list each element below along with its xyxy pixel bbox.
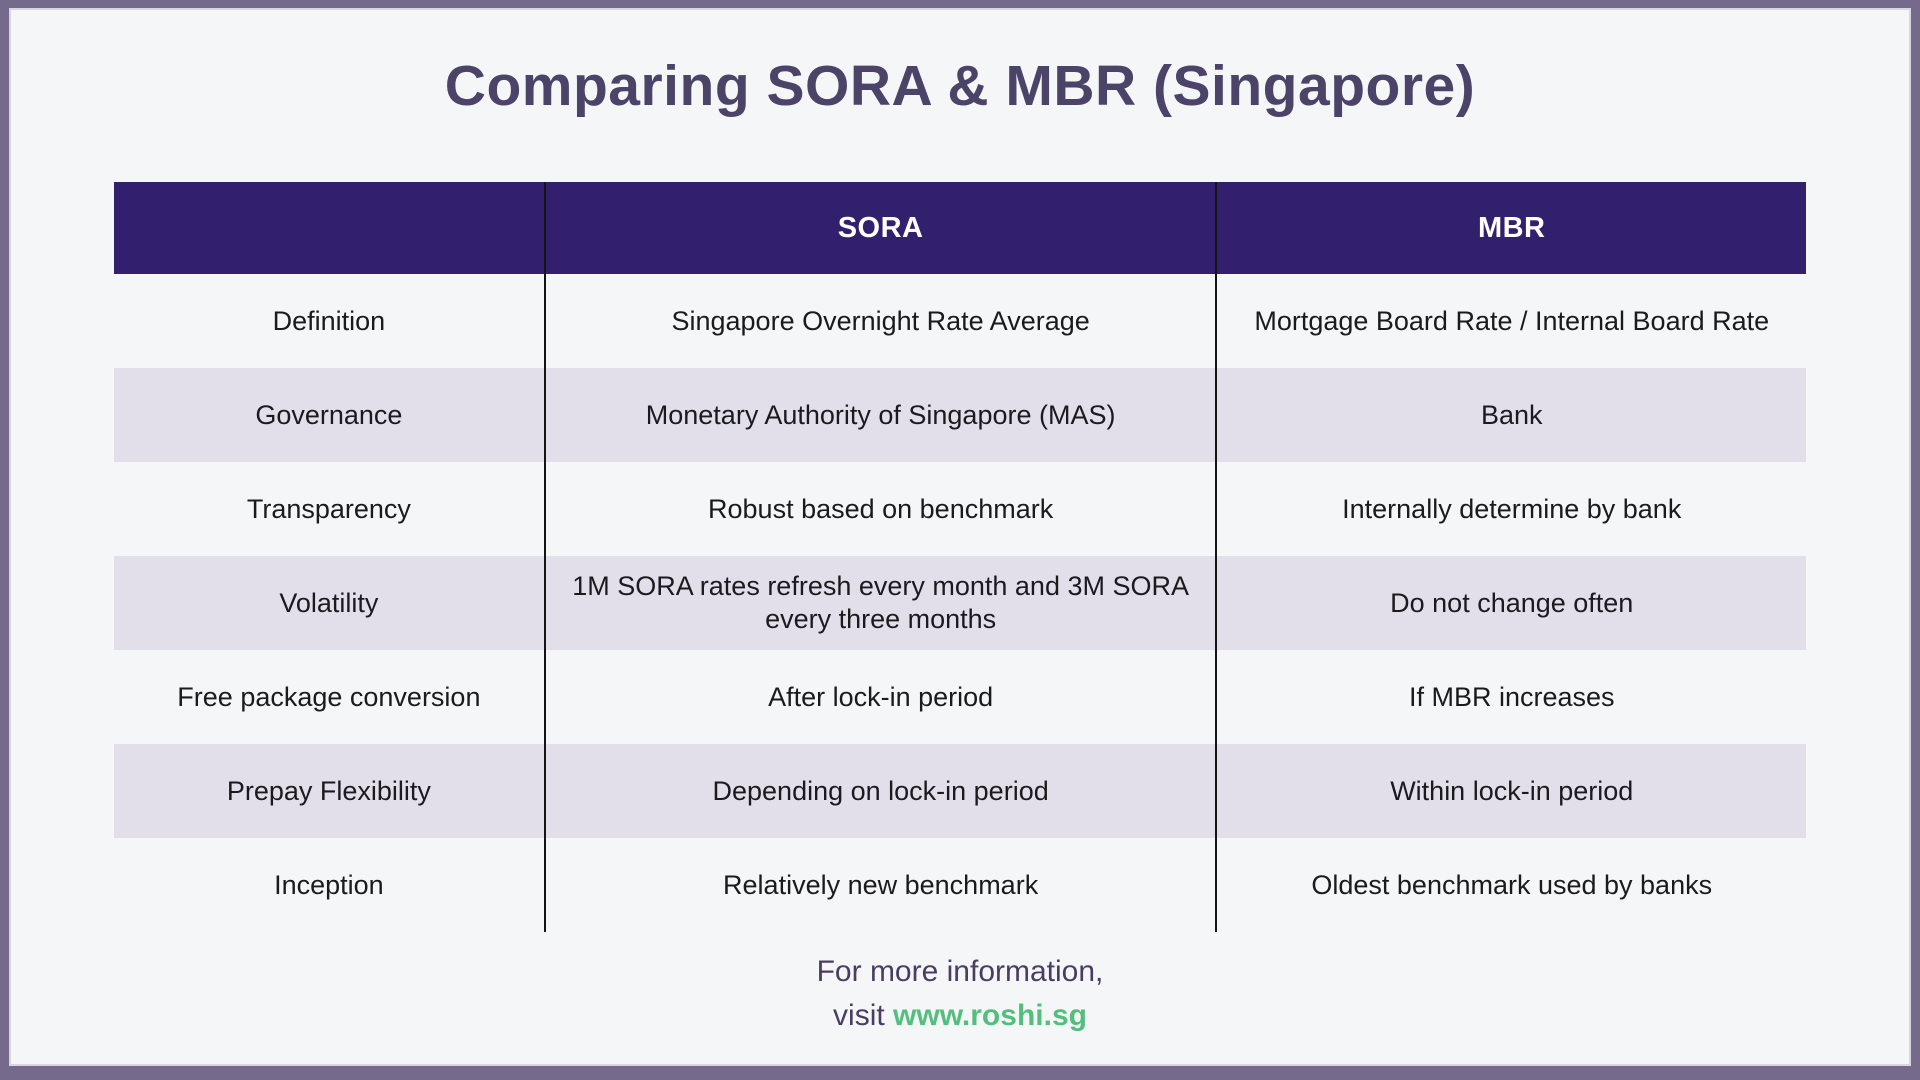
- roshi-link[interactable]: www.roshi.sg: [893, 998, 1087, 1032]
- row-label-cell: Definition: [272, 305, 386, 336]
- comparison-table: SORA MBR Definition Singapore Overnight …: [114, 182, 1806, 933]
- row-label-cell: Transparency: [246, 493, 411, 524]
- table-row: Volatility 1M SORA rates refresh every m…: [114, 556, 1806, 651]
- mbr-cell: Mortgage Board Rate / Internal Board Rat…: [1215, 274, 1806, 369]
- mbr-cell: Do not change often: [1215, 556, 1806, 651]
- footer-line2: visit www.roshi.sg: [817, 994, 1104, 1038]
- table-row: Free package conversion After lock-in pe…: [114, 650, 1806, 745]
- row-label-cell: Prepay Flexibility: [226, 775, 431, 806]
- sora-cell: Singapore Overnight Rate Average: [543, 274, 1216, 369]
- footer-note: For more information, visit www.roshi.sg: [817, 950, 1104, 1037]
- table-row: Inception Relatively new benchmark Oldes…: [114, 838, 1806, 933]
- mbr-cell: Internally determine by bank: [1215, 462, 1806, 557]
- row-label-cell: Inception: [274, 869, 384, 900]
- mbr-cell: Oldest benchmark used by banks: [1215, 838, 1806, 933]
- row-label-cell: Volatility: [279, 587, 379, 618]
- table-row: Definition Singapore Overnight Rate Aver…: [114, 274, 1806, 369]
- table-header-row: SORA MBR: [114, 182, 1806, 275]
- page-title: Comparing SORA & MBR (Singapore): [444, 54, 1476, 118]
- sora-cell: Depending on lock-in period: [543, 744, 1216, 839]
- sora-cell: Robust based on benchmark: [543, 462, 1216, 557]
- table-row: Transparency Robust based on benchmark I…: [114, 462, 1806, 557]
- table-row: Prepay Flexibility Depending on lock-in …: [114, 744, 1806, 839]
- mbr-cell: If MBR increases: [1215, 650, 1806, 745]
- mbr-cell: Bank: [1215, 368, 1806, 463]
- header-cell-mbr: MBR: [1215, 182, 1806, 275]
- row-label-cell: Free package conversion: [177, 681, 481, 712]
- sora-cell: Relatively new benchmark: [543, 838, 1216, 933]
- table-row: Governance Monetary Authority of Singapo…: [114, 368, 1806, 463]
- row-label-cell: Governance: [255, 399, 403, 430]
- footer-line1: For more information,: [816, 955, 1104, 989]
- sora-cell: 1M SORA rates refresh every month and 3M…: [543, 556, 1216, 651]
- header-cell-empty: [114, 182, 544, 274]
- sora-cell: After lock-in period: [543, 650, 1216, 745]
- infographic-canvas: Comparing SORA & MBR (Singapore) SORA MB…: [9, 8, 1911, 1066]
- mbr-cell: Within lock-in period: [1215, 744, 1806, 839]
- sora-cell: Monetary Authority of Singapore (MAS): [543, 368, 1216, 463]
- footer-visit-text: visit: [833, 998, 894, 1032]
- header-cell-sora: SORA: [543, 182, 1216, 275]
